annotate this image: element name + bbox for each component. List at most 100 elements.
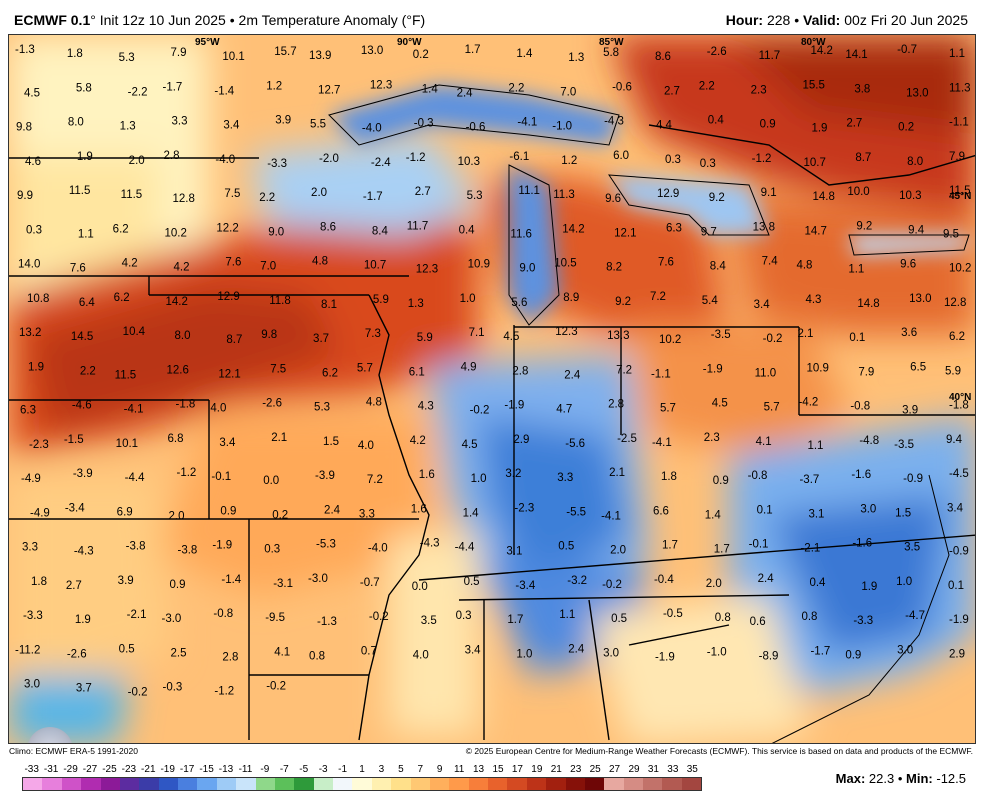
anomaly-value: 7.9 <box>858 366 874 378</box>
anomaly-value: 2.4 <box>564 369 581 381</box>
anomaly-value: 1.9 <box>77 151 93 163</box>
anomaly-value: 1.9 <box>28 361 44 373</box>
anomaly-value: 1.4 <box>516 48 533 60</box>
anomaly-value: 12.7 <box>318 84 340 96</box>
anomaly-value: 8.7 <box>226 334 242 346</box>
anomaly-value: 8.6 <box>655 51 671 63</box>
anomaly-value: -0.1 <box>749 539 769 551</box>
anomaly-value: 1.6 <box>419 469 435 481</box>
anomaly-value: 2.1 <box>797 328 813 340</box>
anomaly-value: -4.1 <box>124 404 144 416</box>
anomaly-map[interactable]: 95°W 90°W 85°W 80°W 45°N 40°N -1.3 1.8 5.3… <box>8 34 976 744</box>
anomaly-value: 8.4 <box>710 261 727 273</box>
anomaly-value: -3.9 <box>315 470 335 482</box>
anomaly-value: -1.8 <box>176 399 196 411</box>
anomaly-value: 9.9 <box>17 190 33 202</box>
anomaly-value: -1.2 <box>214 686 234 698</box>
anomaly-value: 5.7 <box>357 362 373 374</box>
anomaly-value: -4.1 <box>517 117 537 129</box>
anomaly-value: -3.7 <box>799 474 819 486</box>
anomaly-value: 0.5 <box>119 643 135 655</box>
anomaly-value: 4.2 <box>174 262 190 274</box>
legend-swatch <box>488 778 508 790</box>
anomaly-value: 6.9 <box>117 506 133 518</box>
anomaly-value: 12.3 <box>370 79 392 91</box>
anomaly-value: 3.3 <box>557 472 573 484</box>
anomaly-value: 7.9 <box>171 47 187 59</box>
anomaly-value: 4.8 <box>796 260 812 272</box>
anomaly-value: 0.2 <box>413 49 429 61</box>
anomaly-value: 3.0 <box>24 679 40 691</box>
anomaly-value: 3.3 <box>172 116 188 128</box>
anomaly-value: 12.8 <box>944 297 966 309</box>
anomaly-value: 8.0 <box>68 117 84 129</box>
anomaly-value: 0.9 <box>760 119 776 131</box>
anomaly-value: 3.3 <box>359 508 375 520</box>
legend-swatch <box>178 778 198 790</box>
anomaly-value: 1.8 <box>67 48 83 60</box>
anomaly-value: 5.9 <box>945 365 961 377</box>
anomaly-value: 10.4 <box>123 326 146 338</box>
anomaly-value: 11.7 <box>759 50 781 62</box>
anomaly-value: -2.1 <box>127 609 147 621</box>
anomaly-value: -0.8 <box>850 401 870 413</box>
anomaly-value: -3.5 <box>894 439 914 451</box>
anomaly-value: 9.4 <box>946 434 963 446</box>
hour-label: Hour: <box>725 12 764 28</box>
anomaly-value: -1.5 <box>64 434 84 446</box>
anomaly-value: 4.2 <box>410 435 426 447</box>
anomaly-value: 6.2 <box>949 331 965 343</box>
legend-swatch <box>313 778 333 790</box>
anomaly-value: 3.7 <box>313 333 329 345</box>
anomaly-value: 8.4 <box>372 225 389 237</box>
anomaly-value: -11.2 <box>15 644 40 656</box>
anomaly-value: 2.0 <box>311 187 327 199</box>
anomaly-value: 10.2 <box>659 334 681 346</box>
anomaly-value: 3.4 <box>223 120 240 132</box>
anomaly-value: -3.8 <box>178 545 198 557</box>
anomaly-value: 1.0 <box>516 648 532 660</box>
anomaly-value: 9.8 <box>16 122 32 134</box>
anomaly-value: 4.2 <box>122 258 138 270</box>
anomaly-value: 4.9 <box>461 361 477 373</box>
anomaly-value: 2.4 <box>324 504 341 516</box>
lon-95w: 95°W <box>195 37 220 48</box>
anomaly-value: 1.8 <box>661 471 677 483</box>
anomaly-value: 5.3 <box>119 52 135 64</box>
anomaly-value: 6.2 <box>113 223 129 235</box>
anomaly-value: -1.7 <box>163 81 183 93</box>
anomaly-value: 0.7 <box>361 645 377 657</box>
legend-swatch <box>100 778 120 790</box>
legend-swatch <box>352 778 372 790</box>
anomaly-value: 0.9 <box>845 649 861 661</box>
anomaly-value: -3.0 <box>162 613 182 625</box>
anomaly-value: -4.1 <box>601 510 621 522</box>
legend-swatch <box>623 778 643 790</box>
legend-tick-label: 19 <box>531 764 543 775</box>
anomaly-value: 14.2 <box>562 223 584 235</box>
anomaly-value: 6.2 <box>114 292 130 304</box>
anomaly-value: 2.2 <box>80 365 96 377</box>
anomaly-value: 10.9 <box>468 259 490 271</box>
anomaly-value: 10.7 <box>364 260 386 272</box>
legend-swatch <box>584 778 605 790</box>
legend-tick-label: 29 <box>628 764 640 775</box>
legend-swatch <box>236 778 256 790</box>
anomaly-value: 3.7 <box>76 683 92 695</box>
color-legend: -33 -31 -29 -27 -25 -23 -21 -19 -17 -15 -13 -11 -9 -7… <box>14 762 704 802</box>
anomaly-value: 6.2 <box>322 367 338 379</box>
anomaly-value: -3.5 <box>711 329 731 341</box>
legend-tick-label: 31 <box>647 764 659 775</box>
anomaly-value: 14.8 <box>857 298 879 310</box>
anomaly-value: 1.0 <box>460 293 476 305</box>
legend-tick-label: -5 <box>299 764 309 775</box>
anomaly-value: -4.0 <box>362 123 382 135</box>
anomaly-value: -9.5 <box>265 612 285 624</box>
anomaly-value: 1.1 <box>848 264 864 276</box>
anomaly-value: 1.4 <box>705 509 722 521</box>
legend-tick-label: -29 <box>63 764 78 775</box>
anomaly-value: 9.8 <box>261 329 277 341</box>
anomaly-value: 14.0 <box>18 259 40 271</box>
state-borders <box>9 124 975 741</box>
anomaly-value: 12.3 <box>416 264 438 276</box>
